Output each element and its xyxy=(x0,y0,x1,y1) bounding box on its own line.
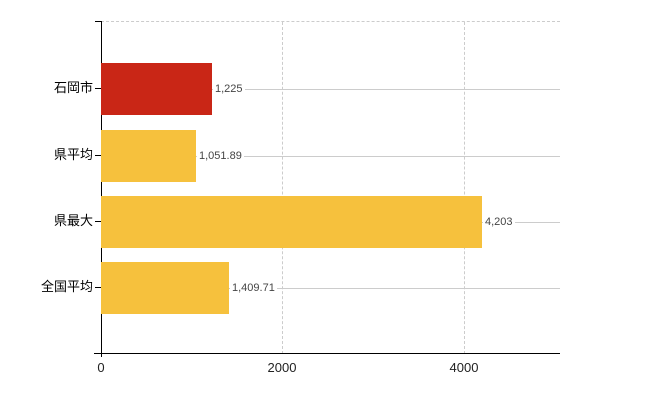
bar-2 xyxy=(101,130,196,182)
bar-value-label: 1,409.71 xyxy=(230,281,277,295)
y-axis-tick xyxy=(95,221,101,222)
y-axis-tick xyxy=(95,88,101,89)
y-axis-tick xyxy=(95,155,101,156)
vertical-gridline xyxy=(464,22,465,354)
category-gridline xyxy=(101,156,560,157)
category-label: 県最大 xyxy=(53,213,93,228)
plot-area: 1,225 1,051.89 4,203 1,409.71 xyxy=(101,21,560,354)
y-axis-top-tick xyxy=(95,21,101,22)
y-axis-tick xyxy=(95,287,101,288)
category-label: 全国平均 xyxy=(40,279,93,294)
bar-value-label: 1,051.89 xyxy=(197,149,244,163)
category-label: 石岡市 xyxy=(53,80,93,95)
x-tick-label: 4000 xyxy=(449,360,479,375)
x-axis-line xyxy=(94,353,560,354)
y-axis-line xyxy=(101,21,102,357)
category-label: 県平均 xyxy=(53,147,93,162)
bar-4 xyxy=(101,262,229,314)
bar-value-label: 4,203 xyxy=(483,215,515,229)
x-tick-label: 2000 xyxy=(267,360,297,375)
category-gridline xyxy=(101,288,560,289)
x-tick-label: 0 xyxy=(97,360,105,375)
bar-1 xyxy=(101,63,212,115)
bar-3 xyxy=(101,196,482,248)
category-gridline xyxy=(101,89,560,90)
vertical-gridline xyxy=(282,22,283,354)
bar-value-label: 1,225 xyxy=(213,82,245,96)
